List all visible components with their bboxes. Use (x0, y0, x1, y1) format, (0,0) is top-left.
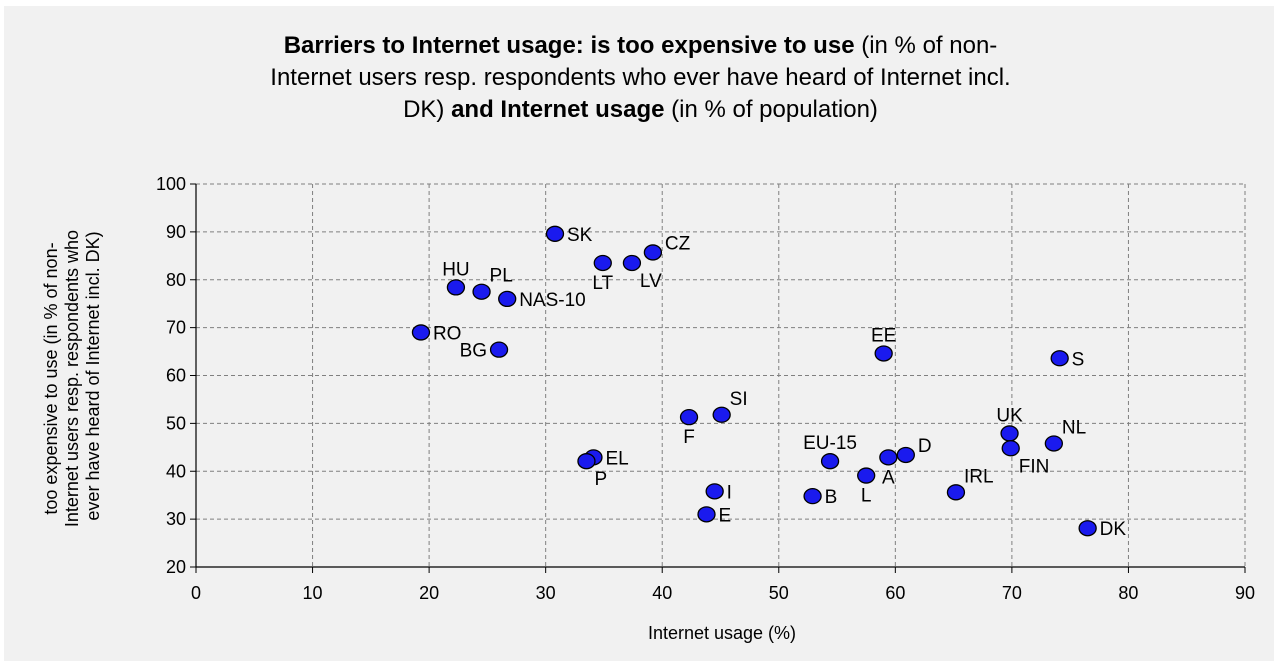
data-point-lv (622, 254, 642, 272)
point-label-l: L (861, 486, 872, 507)
data-point-pl (472, 283, 491, 300)
x-tick-label: 50 (769, 583, 789, 603)
point-label-s: S (1072, 349, 1085, 370)
point-label-p: P (594, 469, 607, 490)
x-tick-label: 20 (419, 583, 439, 603)
data-point-ro (411, 324, 431, 341)
point-label-nl: NL (1062, 417, 1086, 438)
point-label-eu-15: EU-15 (803, 433, 857, 454)
point-label-sk: SK (567, 225, 593, 246)
y-axis-label-line-2: Internet users resp. respondents who (62, 230, 82, 527)
point-label-bg: BG (460, 341, 487, 362)
title-line-2: Internet users resp. respondents who eve… (270, 64, 1011, 91)
point-label-nas-10: NAS-10 (519, 290, 586, 311)
point-label-fin: FIN (1019, 456, 1050, 477)
point-label-uk: UK (996, 405, 1023, 426)
chart-background (4, 6, 1274, 661)
point-label-irl: IRL (964, 466, 994, 487)
y-axis-label: too expensive to use (in % of non- Inter… (41, 225, 103, 527)
data-point-fin (1001, 440, 1020, 457)
data-point-p (577, 453, 596, 470)
point-label-hu: HU (442, 259, 469, 280)
data-point-a (879, 449, 898, 466)
data-point-ee (874, 345, 893, 362)
data-point-cz (643, 244, 663, 261)
grid-lines (196, 183, 1246, 567)
point-label-cz: CZ (665, 233, 691, 254)
point-label-el: EL (605, 448, 628, 469)
y-tick-label: 100 (156, 174, 186, 194)
data-point-l (857, 467, 876, 484)
data-point-nl (1044, 435, 1063, 452)
data-point-nas-10 (498, 290, 517, 308)
data-point-b (803, 487, 822, 505)
data-point-bg (489, 341, 509, 358)
data-point-si (712, 406, 731, 423)
data-point-f (679, 409, 699, 426)
data-point-sk (545, 225, 565, 242)
x-tick-label: 0 (191, 583, 201, 603)
y-axis-label-line-3: ever have heard of Internet incl. DK) (83, 231, 103, 520)
y-tick-label: 30 (166, 509, 186, 529)
y-tick-label: 50 (166, 413, 186, 433)
data-point-i (705, 483, 724, 500)
data-point-hu (446, 279, 466, 296)
y-tick-label: 60 (166, 366, 186, 386)
y-tick-label: 40 (166, 461, 186, 481)
title-line-1: Barriers to Internet usage: is too expen… (283, 32, 998, 59)
y-tick-label: 90 (166, 222, 186, 242)
data-point-dk (1078, 520, 1097, 537)
point-label-pl: PL (490, 266, 513, 287)
point-label-i: I (727, 482, 732, 503)
point-label-e: E (719, 505, 732, 526)
data-point-s (1050, 350, 1069, 367)
chart-title: Barriers to Internet usage: is too expen… (0, 30, 1281, 126)
point-label-lt: LT (592, 273, 613, 294)
x-tick-label: 80 (1118, 583, 1138, 603)
point-label-f: F (683, 427, 695, 448)
x-tick-label: 90 (1235, 583, 1255, 603)
data-point-uk (1000, 425, 1019, 442)
title-line-3: DK) and Internet usage (in % of populati… (403, 96, 878, 123)
point-label-ee: EE (871, 325, 896, 346)
point-label-lv: LV (640, 271, 662, 292)
data-points (411, 225, 1097, 537)
point-label-dk: DK (1100, 519, 1127, 540)
data-point-lt (593, 254, 612, 272)
x-tick-label: 40 (652, 583, 672, 603)
data-point-irl (946, 484, 966, 501)
point-label-b: B (825, 487, 838, 508)
point-label-a: A (882, 467, 895, 488)
y-tick-labels: 20 30 40 50 60 70 80 90 100 (156, 174, 186, 577)
x-tick-label: 70 (1002, 583, 1022, 603)
point-label-d: D (918, 436, 932, 457)
data-point-eu-15 (820, 453, 840, 470)
point-label-si: SI (730, 389, 748, 410)
point-label-ro: RO (433, 323, 462, 344)
y-tick-label: 80 (166, 270, 186, 290)
x-tick-label: 10 (303, 583, 323, 603)
axes (190, 183, 1246, 573)
x-tick-labels: 0 10 20 30 40 50 60 70 80 90 (191, 583, 1255, 603)
y-axis-label-line-1: too expensive to use (in % of non- (41, 242, 61, 514)
x-axis-label: Internet usage (%) (648, 623, 796, 643)
x-tick-label: 30 (536, 583, 556, 603)
y-tick-label: 70 (166, 318, 186, 338)
y-tick-label: 20 (166, 557, 186, 577)
x-tick-label: 60 (885, 583, 905, 603)
data-point-d (896, 446, 915, 464)
data-point-e (697, 506, 716, 523)
